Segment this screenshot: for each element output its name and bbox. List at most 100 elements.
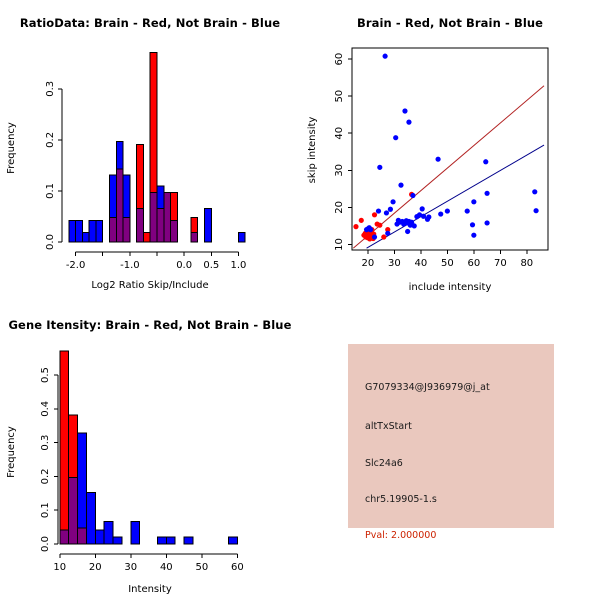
gene-x-axis-label: Intensity: [128, 584, 172, 595]
tick-label: 0.0: [45, 234, 56, 250]
tick-label: 0.1: [45, 183, 56, 199]
scatter-point: [371, 212, 378, 218]
gene-histogram-bars: [59, 350, 238, 545]
scatter-point: [533, 208, 539, 214]
ratio-histogram-svg: 0.0 0.1 0.2 0.3 -2.0 -1.0 0.0 0.5 1.0 Log2 Ratio…: [6, 52, 246, 291]
tick-label: 60: [334, 53, 345, 66]
scatter-fit-lines: [353, 85, 545, 249]
scatter-point: [383, 210, 390, 216]
probe-id-text: G7079334@J936979@j_at: [365, 382, 490, 393]
tick-label: 30: [388, 258, 401, 269]
tick-label: 0.0: [40, 536, 51, 552]
scatter-point: [375, 208, 382, 214]
tick-label: 20: [89, 562, 102, 573]
event-type-text: altTxStart: [365, 421, 412, 432]
scatter-point: [390, 199, 396, 205]
scatter-panel-title: Brain - Red, Not Brain - Blue: [356, 16, 544, 30]
scatter-y-axis-label: skip intensity: [307, 117, 318, 184]
tick-label: 0.2: [40, 468, 51, 484]
panel-ratio-histogram: RatioData: Brain - Red, Not Brain - Blue…: [0, 0, 300, 300]
scatter-point: [484, 220, 490, 226]
scatter-point: [426, 214, 432, 220]
scatter-point: [402, 108, 408, 114]
panel-intensity-scatter: Brain - Red, Not Brain - Blue 10 20 30 40 50…: [300, 0, 600, 300]
scatter-point: [435, 156, 441, 162]
tick-label: 0.1: [40, 502, 51, 518]
tick-label: 0.4: [40, 401, 51, 417]
scatter-point: [469, 222, 476, 228]
tick-label: 20: [362, 258, 375, 269]
tick-label: 40: [160, 562, 173, 573]
scatter-point: [464, 208, 470, 214]
scatter-point: [444, 208, 450, 214]
scatter-point: [406, 119, 412, 125]
scatter-point: [484, 190, 490, 196]
scatter-point: [410, 192, 416, 199]
gene-y-axis-label: Frequency: [6, 426, 17, 478]
ratio-histogram-axes: 0.0 0.1 0.2 0.3 -2.0 -1.0 0.0 0.5 1.0: [45, 81, 246, 271]
tick-label: 1.0: [230, 260, 246, 271]
tick-label: -1.0: [120, 260, 140, 271]
scatter-point: [387, 206, 394, 212]
tick-label: 40: [334, 127, 345, 140]
tick-label: 80: [520, 258, 533, 269]
scatter-plot-svg: 10 20 30 40 50 60 20 30 40 50 60 70 80 include inten…: [307, 47, 549, 293]
scatter-point: [420, 213, 427, 219]
scatter-point: [398, 182, 404, 188]
gene-histogram-svg: 0.0 0.1 0.2 0.3 0.4 0.5 10 20 30 40 50 60 Intensity…: [6, 350, 244, 595]
tick-label: 0.3: [40, 435, 51, 451]
scatter-point: [411, 223, 417, 229]
tick-label: -2.0: [66, 260, 86, 271]
scatter-x-axis-label: include intensity: [409, 282, 492, 293]
tick-label: 50: [195, 562, 208, 573]
scatter-point: [358, 217, 364, 223]
gene-panel-title: Gene Itensity: Brain - Red, Not Brain - …: [8, 318, 292, 332]
tick-label: 60: [231, 562, 244, 573]
scatter-axes: 10 20 30 40 50 60 20 30 40 50 60 70 80: [334, 47, 549, 269]
scatter-point: [385, 227, 391, 233]
tick-label: 0.5: [203, 260, 219, 271]
gene-symbol-text: Slc24a6: [365, 458, 403, 469]
tick-label: 0.3: [45, 81, 56, 97]
scatter-point: [367, 227, 374, 233]
tick-label: 0.2: [45, 132, 56, 148]
scatter-point: [382, 53, 388, 59]
scatter-point: [385, 230, 391, 236]
scatter-point: [532, 189, 538, 195]
scatter-data-points: [353, 53, 539, 242]
scatter-point: [471, 232, 477, 238]
scatter-point: [371, 234, 378, 240]
scatter-point: [408, 219, 415, 225]
tick-label: 0.0: [176, 260, 192, 271]
gene-histogram-axes: 0.0 0.1 0.2 0.3 0.4 0.5 10 20 30 40 50 60: [40, 367, 244, 573]
scatter-point: [471, 199, 477, 205]
scatter-point: [377, 164, 383, 170]
tick-label: 50: [441, 258, 454, 269]
tick-label: 10: [53, 562, 66, 573]
panel-gene-intensity-histogram: Gene Itensity: Brain - Red, Not Brain - …: [0, 300, 300, 600]
tick-label: 10: [334, 238, 345, 251]
tick-label: 60: [467, 258, 480, 269]
tick-label: 70: [494, 258, 507, 269]
annotation-box: G7079334@J936979@j_at altTxStart Slc24a6…: [348, 344, 554, 541]
coordinate-text: chr5.19905-1.s: [365, 494, 437, 505]
scatter-point: [416, 212, 423, 218]
ratio-y-axis-label: Frequency: [6, 122, 17, 174]
scatter-point: [419, 206, 425, 212]
ratio-histogram-bars: [68, 52, 246, 243]
ratio-panel-title: RatioData: Brain - Red, Not Brain - Blue: [19, 16, 281, 30]
scatter-point: [438, 211, 444, 217]
tick-label: 40: [414, 258, 427, 269]
scatter-point: [377, 222, 383, 228]
scatter-point: [483, 159, 489, 165]
tick-label: 0.5: [40, 367, 51, 383]
tick-label: 30: [334, 164, 345, 177]
pval-text: Pval: 2.000000: [365, 530, 437, 541]
tick-label: 50: [334, 90, 345, 103]
scatter-point: [353, 224, 359, 230]
ratio-x-axis-label: Log2 Ratio Skip/Include: [91, 280, 208, 291]
tick-label: 20: [334, 201, 345, 214]
panel-annotation-info: G7079334@J936979@j_at altTxStart Slc24a6…: [300, 300, 600, 600]
scatter-point: [381, 234, 387, 240]
